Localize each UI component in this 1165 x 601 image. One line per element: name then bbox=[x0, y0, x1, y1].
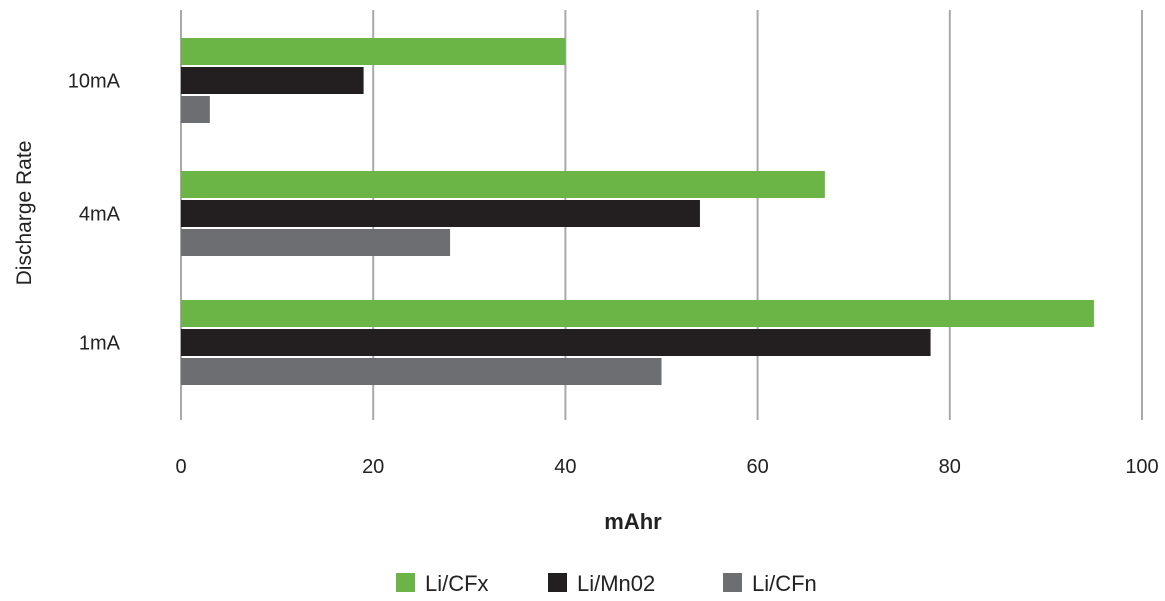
legend-swatch bbox=[396, 573, 415, 592]
legend-label: Li/CFx bbox=[425, 571, 489, 596]
bar-li-cfn-4ma bbox=[181, 229, 451, 256]
bars bbox=[181, 38, 1094, 385]
bar-li-mn02-1ma bbox=[181, 329, 931, 356]
x-tick-label: 100 bbox=[1125, 456, 1158, 478]
bar-li-cfx-4ma bbox=[181, 171, 825, 198]
bar-li-cfn-1ma bbox=[181, 358, 662, 385]
x-tick-label: 20 bbox=[362, 456, 384, 478]
bar-li-cfx-10ma bbox=[181, 38, 566, 65]
bar-li-mn02-4ma bbox=[181, 200, 700, 227]
x-axis-title: mAhr bbox=[604, 509, 662, 534]
legend-swatch bbox=[548, 573, 567, 592]
legend-label: Li/CFn bbox=[752, 571, 817, 596]
x-tick-label: 40 bbox=[554, 456, 576, 478]
y-category-label: 10mA bbox=[68, 71, 121, 93]
legend: Li/CFx Li/Mn02 Li/CFn bbox=[396, 571, 817, 596]
x-tick-label: 80 bbox=[939, 456, 961, 478]
y-axis-title: Discharge Rate bbox=[13, 141, 36, 286]
bar-li-mn02-10ma bbox=[181, 67, 364, 94]
bar-li-cfx-1ma bbox=[181, 300, 1094, 327]
y-category-label: 1mA bbox=[79, 333, 121, 355]
legend-label: Li/Mn02 bbox=[577, 571, 655, 596]
legend-swatch bbox=[723, 573, 742, 592]
x-axis-ticks: 0 20 40 60 80 100 bbox=[175, 456, 1158, 478]
y-axis-categories: 10mA 4mA 1mA bbox=[68, 71, 121, 355]
bar-li-cfn-10ma bbox=[181, 96, 210, 123]
x-tick-label: 0 bbox=[175, 456, 186, 478]
y-category-label: 4mA bbox=[79, 204, 121, 226]
x-tick-label: 60 bbox=[746, 456, 768, 478]
